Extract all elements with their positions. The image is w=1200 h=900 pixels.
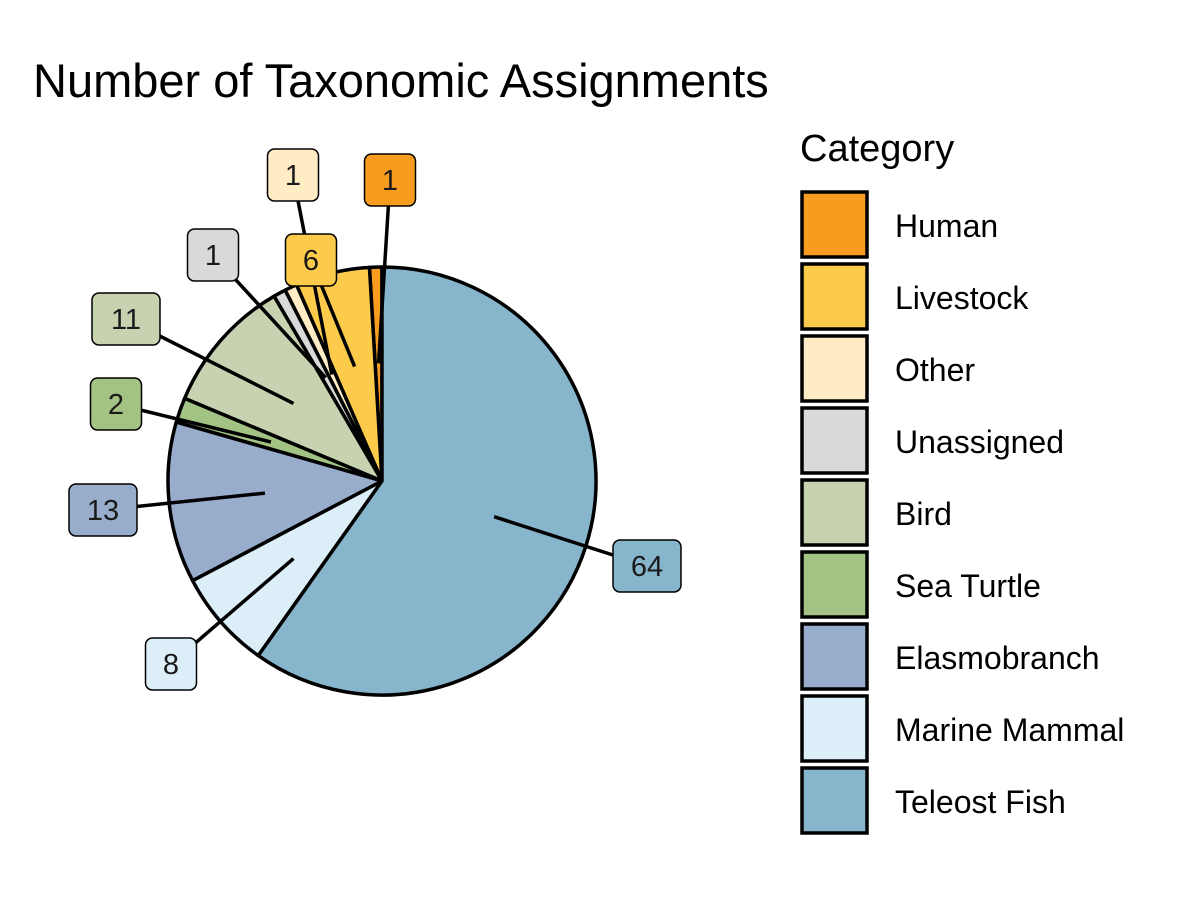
- legend-label: Sea Turtle: [895, 568, 1041, 604]
- data-label-box: [89, 377, 143, 431]
- legend-swatch: [800, 766, 869, 835]
- data-label-elasmobranch: 13: [68, 483, 138, 537]
- data-label-box: [284, 233, 338, 287]
- data-label-value: 1: [382, 165, 398, 197]
- data-label-marine-mammal: 8: [144, 637, 198, 691]
- data-label-value: 1: [205, 240, 221, 272]
- legend-swatch: [800, 694, 869, 763]
- data-label-livestock: 6: [284, 233, 338, 287]
- legend-label: Other: [895, 352, 975, 388]
- legend-swatch: [800, 262, 869, 331]
- legend-swatch: [800, 622, 869, 691]
- legend-item-human: Human: [800, 190, 998, 259]
- legend-label: Human: [895, 208, 998, 244]
- data-label-human: 1: [363, 153, 417, 207]
- legend-swatch: [800, 406, 869, 475]
- legend-swatch: [800, 190, 869, 259]
- data-label-value: 13: [87, 495, 119, 527]
- data-label-box: [68, 483, 138, 537]
- data-label-value: 2: [108, 389, 124, 421]
- legend: Category Human Livestock Other Unassigned Bi…: [800, 128, 1124, 835]
- data-label-box: [612, 539, 682, 593]
- chart-title: Number of Taxonomic Assignments: [33, 54, 769, 107]
- legend-label: Bird: [895, 496, 952, 532]
- legend-label: Teleost Fish: [895, 784, 1066, 820]
- legend-item-elasmobranch: Elasmobranch: [800, 622, 1100, 691]
- data-label-box: [363, 153, 417, 207]
- legend-swatch: [800, 550, 869, 619]
- data-label-value: 8: [163, 649, 179, 681]
- legend-item-livestock: Livestock: [800, 262, 1029, 331]
- legend-item-teleost-fish: Teleost Fish: [800, 766, 1066, 835]
- pie-slice-bird: [182, 294, 384, 483]
- legend-item-marine-mammal: Marine Mammal: [800, 694, 1124, 763]
- data-label-unassigned: 1: [186, 228, 240, 282]
- data-label-teleost-fish: 64: [612, 539, 682, 593]
- data-label-box: [186, 228, 240, 282]
- pie-slices: [166, 265, 598, 697]
- legend-item-other: Other: [800, 334, 975, 403]
- data-label-value: 64: [631, 551, 663, 583]
- legend-label: Livestock: [895, 280, 1029, 316]
- data-label-box: [91, 292, 161, 346]
- leader-line-human: [376, 179, 392, 364]
- legend-item-bird: Bird: [800, 478, 952, 547]
- data-label-box: [266, 148, 320, 202]
- legend-label: Unassigned: [895, 424, 1064, 460]
- legend-item-unassigned: Unassigned: [800, 406, 1064, 475]
- data-label-value: 1: [285, 160, 301, 192]
- legend-swatch: [800, 478, 869, 547]
- data-label-box: [144, 637, 198, 691]
- legend-title: Category: [800, 128, 954, 170]
- data-label-value: 11: [111, 304, 141, 336]
- legend-label: Elasmobranch: [895, 640, 1100, 676]
- legend-item-sea-turtle: Sea Turtle: [800, 550, 1041, 619]
- data-label-sea-turtle: 2: [89, 377, 143, 431]
- data-label-bird: 11: [91, 292, 161, 346]
- data-label-value: 6: [303, 245, 319, 277]
- data-label-other: 1: [266, 148, 320, 202]
- legend-swatch: [800, 334, 869, 403]
- legend-label: Marine Mammal: [895, 712, 1124, 748]
